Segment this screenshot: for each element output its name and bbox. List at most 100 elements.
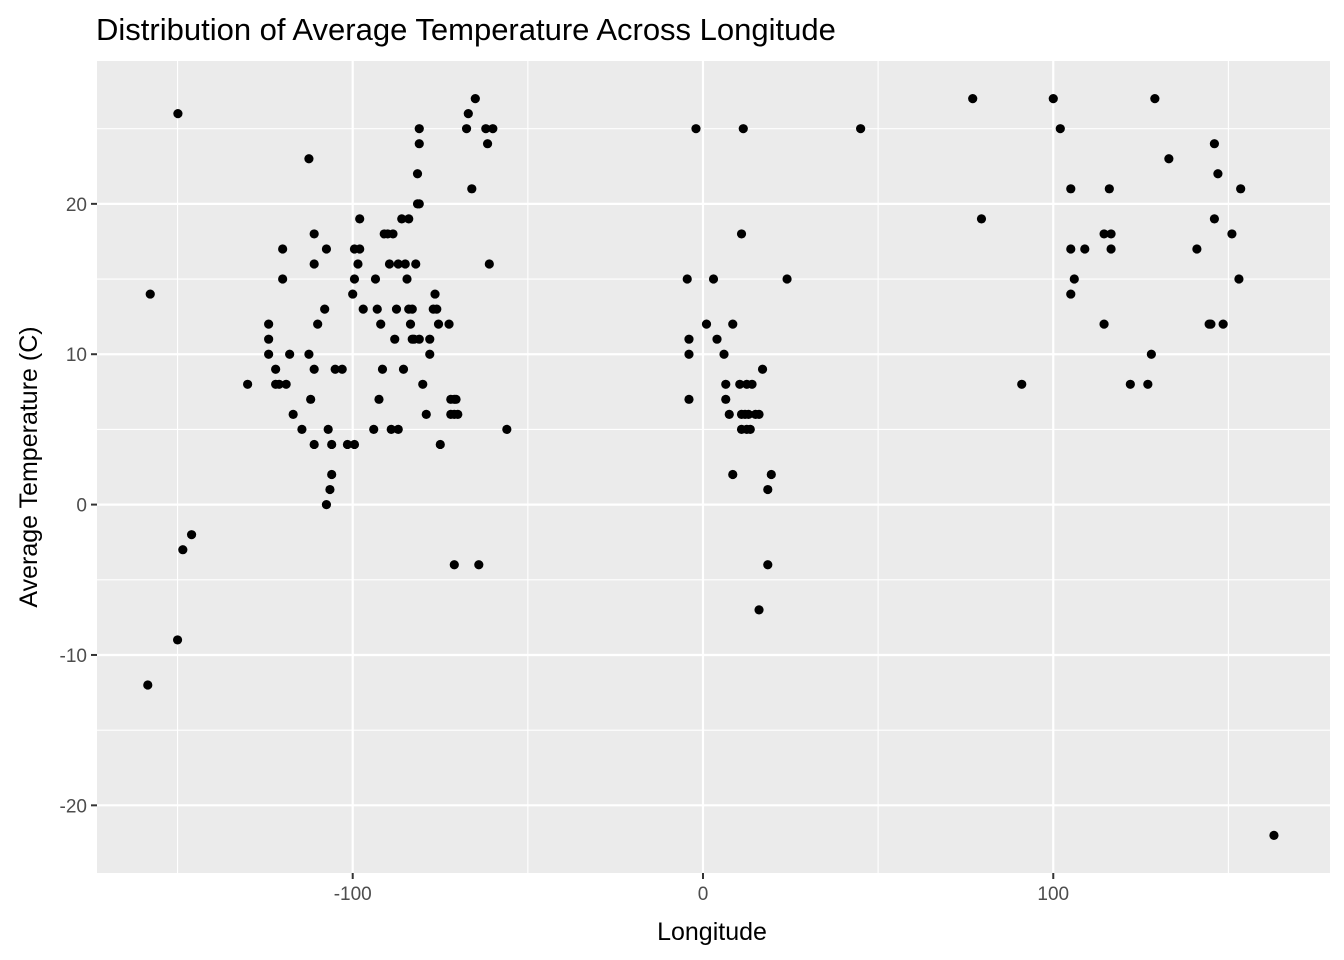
data-point [430, 289, 440, 299]
data-point [271, 364, 281, 374]
data-point [747, 379, 757, 389]
data-point [757, 364, 768, 374]
data-point [414, 139, 424, 149]
data-point [425, 334, 435, 344]
data-point [463, 109, 473, 119]
data-point [435, 439, 445, 450]
data-point [349, 274, 360, 284]
data-point [349, 439, 360, 450]
data-point [411, 259, 421, 269]
axis-ticks [91, 202, 1055, 879]
data-point [482, 139, 493, 149]
data-point [369, 424, 379, 435]
data-point [388, 229, 398, 239]
data-point [404, 214, 414, 224]
data-point [1048, 93, 1058, 104]
data-point [1164, 154, 1174, 164]
data-point [1080, 244, 1090, 254]
data-point [274, 379, 284, 389]
data-point [432, 304, 442, 314]
data-point [377, 364, 388, 374]
data-point [484, 259, 494, 269]
data-point [1055, 124, 1065, 134]
data-point [337, 364, 347, 374]
data-point [418, 379, 428, 389]
data-point [738, 124, 748, 134]
data-point [782, 274, 792, 284]
data-point [297, 424, 307, 435]
data-point [370, 274, 381, 284]
data-point [1106, 244, 1116, 254]
data-point [1234, 274, 1244, 284]
y-tick-label: 0 [76, 496, 87, 517]
data-point [481, 124, 491, 134]
minor-gridlines [97, 61, 1330, 873]
data-point [461, 124, 472, 134]
data-point [745, 424, 755, 435]
data-point [327, 439, 337, 450]
data-point [728, 319, 738, 329]
data-point [309, 439, 319, 450]
data-point [502, 424, 512, 435]
data-point [728, 469, 738, 480]
data-point [453, 409, 463, 419]
data-point [1066, 244, 1076, 254]
data-point [433, 319, 444, 329]
data-point [682, 274, 692, 284]
data-point [684, 334, 694, 344]
data-point [397, 214, 407, 224]
y-tick-label: -20 [60, 796, 87, 817]
data-point [348, 289, 358, 299]
data-point [353, 259, 363, 269]
data-point [355, 244, 365, 254]
data-point [421, 409, 431, 419]
data-point [321, 244, 332, 254]
x-axis-title: Longitude [657, 918, 767, 946]
data-point [309, 229, 319, 239]
data-point [393, 259, 403, 269]
data-point [1227, 229, 1237, 239]
data-point [288, 409, 298, 419]
data-point [264, 334, 274, 344]
data-point [736, 229, 747, 239]
chart-title: Distribution of Average Temperature Acro… [96, 12, 836, 47]
data-point [327, 469, 337, 480]
data-point [1143, 379, 1153, 389]
data-point [1066, 289, 1076, 299]
data-point [393, 424, 403, 435]
data-point [374, 394, 384, 404]
plot-panel [97, 61, 1330, 873]
data-point [323, 424, 333, 435]
data-point [721, 394, 731, 404]
data-point [1106, 229, 1116, 239]
data-point [425, 349, 435, 359]
data-point [1150, 93, 1160, 104]
data-point [1146, 349, 1156, 359]
data-point [309, 364, 319, 374]
data-point [766, 469, 776, 480]
data-point [321, 499, 332, 510]
data-point [405, 319, 416, 329]
y-tick-label: -10 [60, 646, 87, 667]
data-point [684, 349, 694, 359]
data-point [1017, 379, 1027, 389]
data-point [304, 349, 314, 359]
data-point [264, 319, 274, 329]
data-point [372, 304, 382, 314]
data-point [1069, 274, 1079, 284]
data-point [342, 439, 353, 450]
data-point [743, 409, 754, 419]
data-point [325, 484, 335, 495]
data-point [309, 259, 319, 269]
data-point [355, 214, 365, 224]
data-point [467, 184, 477, 194]
data-point [358, 304, 368, 314]
y-tick-label: 20 [66, 195, 87, 216]
data-point [474, 560, 484, 570]
data-point [304, 154, 314, 164]
y-axis-title: Average Temperature (C) [15, 326, 43, 607]
data-point [1206, 319, 1216, 329]
data-point [1066, 184, 1076, 194]
